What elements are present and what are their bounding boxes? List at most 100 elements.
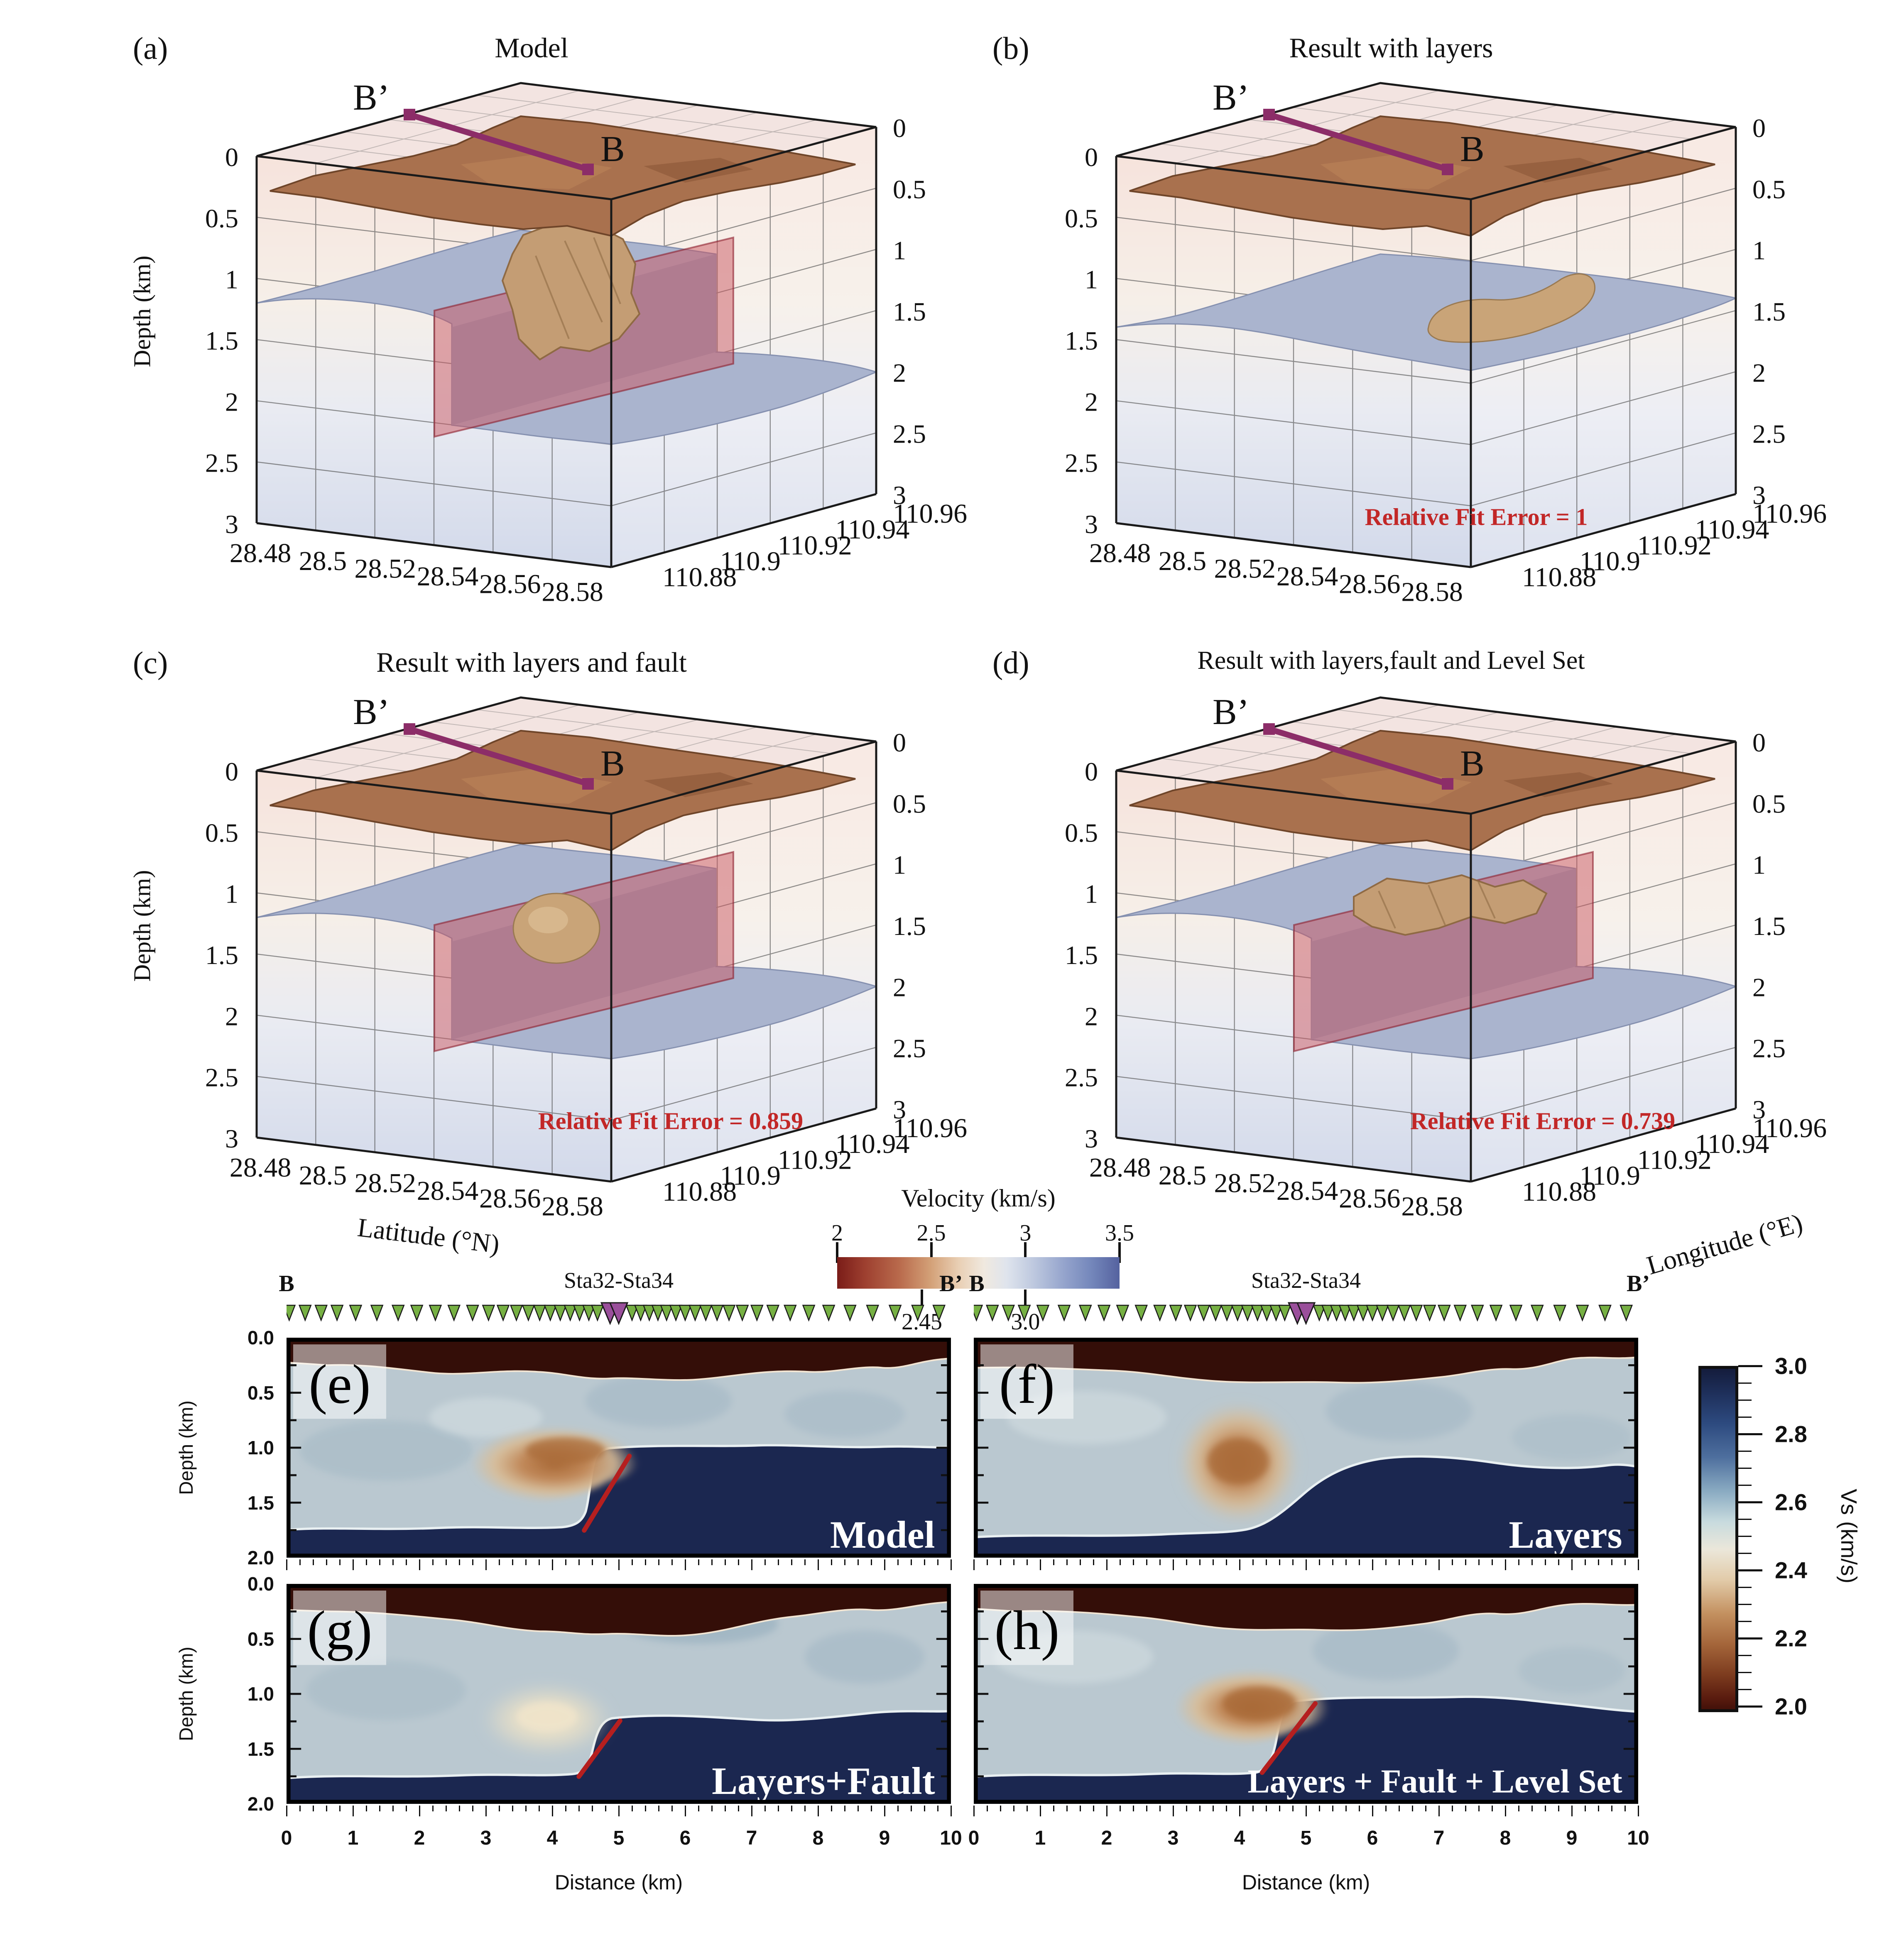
svg-text:28.58: 28.58 <box>1401 577 1463 607</box>
relative-fit-error: Relative Fit Error = 1 <box>1365 503 1588 531</box>
station-triangle-highlight <box>1296 1302 1316 1325</box>
x-tick-labels: 0 1 2 3 4 5 6 7 8 9 10 <box>281 1827 962 1849</box>
station-triangle <box>1509 1304 1523 1322</box>
svg-text:0.5: 0.5 <box>205 203 238 233</box>
svg-text:0.5: 0.5 <box>1752 174 1786 204</box>
svg-text:0: 0 <box>893 728 906 757</box>
svg-text:0.5: 0.5 <box>1752 789 1786 818</box>
svg-text:1: 1 <box>225 879 238 909</box>
station-triangle <box>1278 1304 1291 1322</box>
subsurface-group <box>1116 253 1736 371</box>
section-frame <box>974 1584 1638 1804</box>
station-triangle <box>410 1304 424 1322</box>
station-triangle <box>1437 1304 1451 1322</box>
station-triangle <box>590 1304 604 1322</box>
svg-text:B’: B’ <box>1213 692 1249 732</box>
vs-colorbar-ticks: 3.0 2.8 2.6 2.4 2.2 2.0 <box>1738 1353 1863 1720</box>
depth-axis-label: Depth (km) <box>128 255 156 367</box>
station-triangle <box>1260 1304 1274 1322</box>
svg-text:28.56: 28.56 <box>1339 1184 1401 1214</box>
station-triangle <box>766 1304 780 1322</box>
svg-text:28.56: 28.56 <box>479 1184 541 1214</box>
distance-axis-label: Distance (km) <box>1242 1871 1370 1894</box>
panel-letter: (c) <box>133 646 168 680</box>
panel-letter: (g) <box>307 1600 372 1661</box>
svg-text:0: 0 <box>1085 757 1098 786</box>
station-triangle <box>750 1304 764 1322</box>
station-triangle <box>710 1304 724 1322</box>
surface-low-velocity-band <box>287 1584 951 1637</box>
basement-region <box>974 1455 1638 1558</box>
station-triangle <box>391 1304 405 1322</box>
subsurface-group <box>257 221 876 445</box>
panel-label: Model <box>830 1514 935 1556</box>
fault-line <box>576 1718 622 1779</box>
svg-text:110.96: 110.96 <box>1752 499 1827 529</box>
svg-text:110.96: 110.96 <box>893 1113 967 1143</box>
y-edge-ticks <box>290 1364 947 1531</box>
station-triangle <box>1347 1304 1361 1322</box>
station-triangle <box>1241 1304 1254 1322</box>
depth-axis-label: Depth (km) <box>175 1647 197 1741</box>
texture-blob <box>805 1630 924 1684</box>
svg-text:1: 1 <box>1752 236 1766 265</box>
svg-text:B’: B’ <box>353 78 390 118</box>
svg-text:1: 1 <box>225 265 238 294</box>
anomaly-body <box>1427 273 1595 343</box>
panel-letter: (b) <box>992 31 1029 66</box>
station-triangle <box>544 1304 557 1322</box>
svg-text:B’: B’ <box>353 692 390 732</box>
texture-blob <box>1326 1381 1472 1441</box>
svg-text:28.56: 28.56 <box>479 569 541 600</box>
station-triangle <box>1097 1304 1111 1322</box>
svg-text:28.48: 28.48 <box>1089 538 1151 568</box>
svg-text:28.54: 28.54 <box>417 561 478 592</box>
panel-letter-chip <box>980 1591 1073 1665</box>
texture-blob <box>1519 1647 1625 1694</box>
velocity-colorbar-ticks: 2 2.5 3 3.5 2.45 3.0 <box>831 1220 1134 1335</box>
profile-line-bb: B’ B <box>1213 692 1485 790</box>
svg-text:2.5: 2.5 <box>205 1063 238 1092</box>
texture-blob <box>1512 1414 1632 1461</box>
station-range-label: Sta32-Sta34 <box>564 1268 674 1293</box>
profile-line-bb: B’ B <box>1213 78 1485 175</box>
svg-text:2.5: 2.5 <box>1752 419 1786 449</box>
svg-text:2.5: 2.5 <box>893 1034 926 1063</box>
anomaly-core <box>526 1437 605 1464</box>
station-triangle <box>466 1304 479 1322</box>
profile-end-label: B’ <box>939 1271 963 1297</box>
svg-text:2: 2 <box>225 387 238 416</box>
velocity-colorbar-title: Velocity (km/s) <box>901 1184 1056 1212</box>
svg-text:110.92: 110.92 <box>778 530 852 560</box>
svg-text:2.5: 2.5 <box>1065 448 1098 478</box>
svg-text:28.54: 28.54 <box>1277 561 1338 592</box>
station-triangle <box>1251 1304 1264 1322</box>
station-triangle <box>1620 1304 1633 1322</box>
svg-text:2: 2 <box>893 972 906 1002</box>
svg-text:0.5: 0.5 <box>205 818 238 847</box>
station-triangle <box>735 1304 749 1322</box>
svg-text:28.52: 28.52 <box>354 1168 416 1198</box>
svg-text:B: B <box>1460 744 1485 784</box>
panel-letter-chip <box>293 1344 386 1419</box>
topography-group <box>270 115 856 237</box>
svg-text:B: B <box>600 744 625 784</box>
station-triangle <box>1313 1304 1326 1322</box>
svg-text:1.5: 1.5 <box>893 911 926 941</box>
svg-text:28.56: 28.56 <box>1339 569 1401 600</box>
station-triangle <box>1183 1304 1197 1322</box>
station-triangle <box>330 1304 344 1322</box>
texture-blob <box>586 1374 732 1428</box>
panel-3d-a: (a) Model 0 0.5 1 1.5 2 2.5 3 0 0.5 1 1.5 2 2.5 3 28.4… <box>104 25 968 639</box>
svg-text:1.5: 1.5 <box>205 326 238 355</box>
station-triangle <box>669 1304 683 1322</box>
station-triangle <box>1057 1304 1071 1322</box>
svg-text:110.9: 110.9 <box>1580 546 1640 577</box>
panel-title: Result with layers and fault <box>376 646 687 678</box>
station-triangle <box>1169 1304 1183 1322</box>
x-axis-ticks <box>973 1559 1639 1572</box>
panel-letter: (e) <box>309 1353 370 1415</box>
station-triangle <box>974 1304 983 1322</box>
station-triangle <box>679 1304 692 1322</box>
